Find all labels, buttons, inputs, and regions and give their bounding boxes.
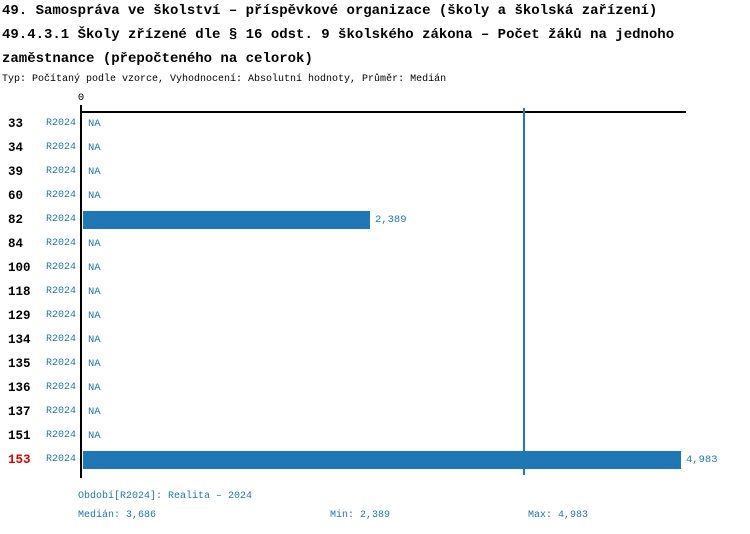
row-na-value: NA <box>88 166 101 178</box>
row-category-label: 34 <box>8 141 24 155</box>
row-period-label: R2024 <box>46 430 77 441</box>
chart-row-118: 118 R2024 NA <box>0 280 750 304</box>
row-category-label: 100 <box>8 261 31 275</box>
row-na-value: NA <box>88 382 101 394</box>
bar-value-label: 2,389 <box>375 214 407 226</box>
row-period-label: R2024 <box>46 142 77 153</box>
report-subtitle: Typ: Počítaný podle vzorce, Vyhodnocení:… <box>2 74 447 85</box>
x-axis-zero-tick-label: 0 <box>77 92 85 104</box>
row-category-label: 84 <box>8 237 24 251</box>
row-period-label: R2024 <box>46 358 77 369</box>
chart-row-33: 33 R2024 NA <box>0 112 750 136</box>
x-axis-line <box>81 111 686 113</box>
chart-row-134: 134 R2024 NA <box>0 328 750 352</box>
row-category-label: 137 <box>8 405 31 419</box>
row-na-value: NA <box>88 358 101 370</box>
chart-row-153: 153 R2024 4,983 <box>0 448 750 472</box>
y-axis-line <box>80 105 82 478</box>
chart-row-136: 136 R2024 NA <box>0 376 750 400</box>
chart-row-39: 39 R2024 NA <box>0 160 750 184</box>
row-period-label: R2024 <box>46 214 77 225</box>
report-title-line-1: 49. Samospráva ve školství – příspěvkové… <box>2 3 658 19</box>
chart-row-100: 100 R2024 NA <box>0 256 750 280</box>
value-bar-82 <box>83 211 370 229</box>
row-category-label: 60 <box>8 189 24 203</box>
report-title-line-3: zaměstnance (přepočteného na celorok) <box>2 51 313 67</box>
chart-row-34: 34 R2024 NA <box>0 136 750 160</box>
period-label: Období[R2024]: Realita – 2024 <box>78 491 253 502</box>
chart-row-84: 84 R2024 NA <box>0 232 750 256</box>
row-period-label: R2024 <box>46 310 77 321</box>
min-stat: Min: 2,389 <box>330 510 391 521</box>
row-category-label: 134 <box>8 333 31 347</box>
row-period-label: R2024 <box>46 166 77 177</box>
row-category-label: 153 <box>8 453 31 467</box>
median-reference-line <box>523 108 525 475</box>
row-period-label: R2024 <box>46 238 77 249</box>
chart-row-129: 129 R2024 NA <box>0 304 750 328</box>
row-period-label: R2024 <box>46 334 77 345</box>
row-period-label: R2024 <box>46 286 77 297</box>
row-na-value: NA <box>88 406 101 418</box>
bar-value-label: 4,983 <box>686 454 718 466</box>
value-bar-153 <box>83 451 681 469</box>
row-na-value: NA <box>88 118 101 130</box>
max-stat: Max: 4,983 <box>528 510 589 521</box>
median-stat: Medián: 3,686 <box>78 510 157 521</box>
row-period-label: R2024 <box>46 406 77 417</box>
chart-row-60: 60 R2024 NA <box>0 184 750 208</box>
row-na-value: NA <box>88 334 101 346</box>
report-header: 49. Samospráva ve školství – příspěvkové… <box>2 0 674 86</box>
row-category-label: 151 <box>8 429 31 443</box>
chart-row-135: 135 R2024 NA <box>0 352 750 376</box>
row-na-value: NA <box>88 430 101 442</box>
row-na-value: NA <box>88 190 101 202</box>
row-na-value: NA <box>88 286 101 298</box>
row-category-label: 33 <box>8 117 24 131</box>
row-period-label: R2024 <box>46 382 77 393</box>
row-na-value: NA <box>88 142 101 154</box>
row-period-label: R2024 <box>46 118 77 129</box>
row-na-value: NA <box>88 238 101 250</box>
chart-row-82: 82 R2024 2,389 <box>0 208 750 232</box>
row-period-label: R2024 <box>46 190 77 201</box>
row-category-label: 135 <box>8 357 31 371</box>
row-na-value: NA <box>88 310 101 322</box>
row-category-label: 82 <box>8 213 24 227</box>
row-na-value: NA <box>88 262 101 274</box>
chart-row-137: 137 R2024 NA <box>0 400 750 424</box>
row-period-label: R2024 <box>46 454 77 465</box>
chart-row-151: 151 R2024 NA <box>0 424 750 448</box>
row-category-label: 118 <box>8 285 31 299</box>
row-category-label: 39 <box>8 165 24 179</box>
row-period-label: R2024 <box>46 262 77 273</box>
report-title-line-2: 49.4.3.1 Školy zřízené dle § 16 odst. 9 … <box>2 27 675 43</box>
row-category-label: 136 <box>8 381 31 395</box>
row-category-label: 129 <box>8 309 31 323</box>
